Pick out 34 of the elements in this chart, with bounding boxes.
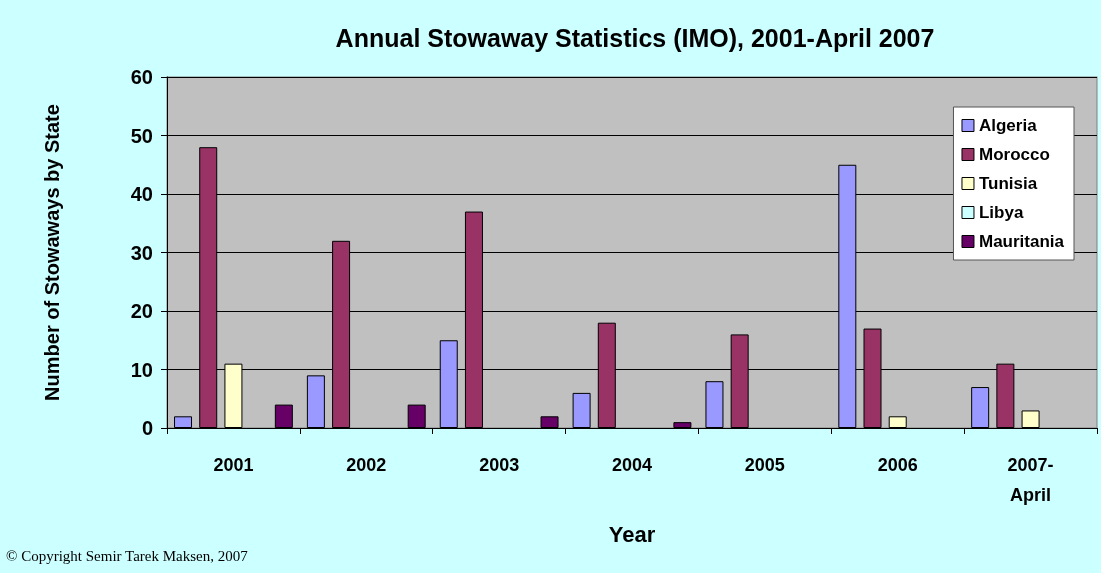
bar: [407, 404, 426, 428]
x-tick-label: 2005: [744, 455, 785, 475]
legend-label: Mauritania: [978, 232, 1065, 251]
x-axis-title: Year: [608, 521, 656, 547]
y-tick-label: 40: [130, 183, 153, 205]
legend-label: Algeria: [978, 116, 1038, 135]
x-tick-label: 2007-April: [1007, 455, 1054, 505]
y-axis-title: Number of Stowaways by State: [41, 104, 63, 401]
y-tick-label: 30: [130, 241, 153, 264]
legend-label: Libya: [978, 203, 1024, 222]
x-tick-label: 2001: [213, 455, 254, 475]
bar: [572, 392, 591, 428]
bar: [705, 381, 724, 428]
legend-label: Tunisia: [978, 174, 1038, 193]
y-tick-label: 10: [130, 358, 153, 381]
bar: [540, 416, 559, 428]
y-tick-label: 60: [130, 66, 153, 88]
bar: [673, 422, 692, 428]
y-tick-label: 0: [141, 417, 153, 439]
x-tick-label: 2002: [346, 455, 387, 475]
legend-label: Morocco: [978, 145, 1050, 164]
bar: [306, 375, 325, 428]
y-tick-label: 20: [130, 300, 153, 322]
x-tick-label: 2006: [877, 455, 918, 475]
text: © Copyright Semir Tarek Maksen, 2007: [6, 547, 249, 564]
x-tick-label: 2003: [479, 455, 520, 475]
bar: [888, 416, 907, 428]
bar: [174, 416, 193, 428]
chart-title: Annual Stowaway Statistics (IMO), 2001-April 2007: [335, 23, 935, 52]
bar: [274, 404, 293, 428]
bar: [971, 387, 990, 428]
y-tick-label: 50: [130, 124, 153, 147]
x-tick-label: 2004: [611, 455, 653, 475]
bar: [1021, 410, 1040, 428]
